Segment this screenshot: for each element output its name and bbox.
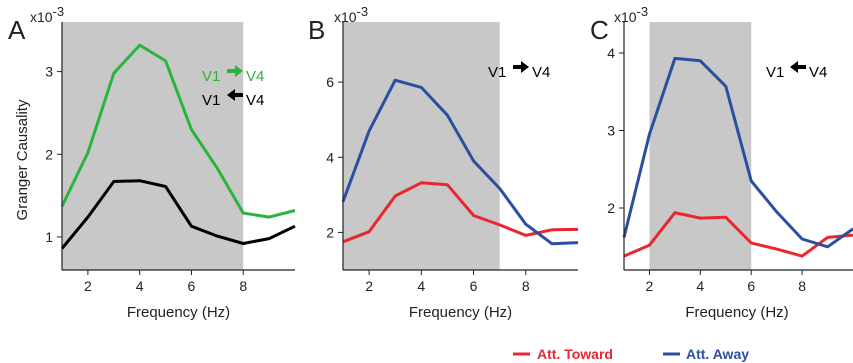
scale-base-c: x10 <box>614 9 637 25</box>
annotation-c: V1 V4 <box>766 61 827 81</box>
y-tick-label-b: 4 <box>326 149 334 165</box>
x-axis-label-b: Frequency (Hz) <box>409 304 512 321</box>
legend-label-away: Att. Away <box>686 346 749 362</box>
annotation-b-from: V1 <box>488 64 506 81</box>
panel-letter-c: C <box>590 15 609 45</box>
scale-exponent-b: -3 <box>357 4 369 19</box>
series-line-b-1 <box>341 78 579 246</box>
x-axis-label-a: Frequency (Hz) <box>127 304 230 321</box>
scale-label-a: x10-3 <box>30 4 64 25</box>
series-line-c-1 <box>622 56 853 249</box>
y-axis-label: Granger Causality <box>14 99 31 220</box>
x-tick-label-a: 2 <box>84 278 92 294</box>
arrow-left-icon <box>227 89 243 101</box>
x-tick-label-c: 2 <box>646 278 654 294</box>
svg-text:x10-3: x10-3 <box>334 4 368 25</box>
scale-exponent-a: -3 <box>53 4 65 19</box>
annotation-b: V1 V4 <box>488 61 550 81</box>
annotation-c-from: V1 <box>766 64 784 81</box>
y-tick-label-a: 3 <box>45 64 53 80</box>
y-tick-label-b: 6 <box>326 74 334 90</box>
annotation-b-to: V4 <box>532 64 550 81</box>
y-tick-label-c: 4 <box>607 45 615 61</box>
scale-base-a: x10 <box>30 9 53 25</box>
annotation-a2: V1 V4 <box>202 89 264 109</box>
svg-text:x10-3: x10-3 <box>30 4 64 25</box>
y-tick-label-b: 2 <box>326 224 334 240</box>
shaded-region-a <box>62 22 244 270</box>
annotation-a2-from: V1 <box>202 92 220 109</box>
arrow-right-icon <box>513 61 529 73</box>
svg-text:x10-3: x10-3 <box>614 4 648 25</box>
shaded-region-b <box>343 22 500 270</box>
scale-label-b: x10-3 <box>334 4 368 25</box>
x-tick-label-a: 6 <box>188 278 196 294</box>
chart-panel-a: 2 4 6 8 1 2 3 Frequency (Hz) <box>45 22 296 321</box>
x-axis-label-c: Frequency (Hz) <box>685 304 788 321</box>
y-tick-label-a: 1 <box>45 229 53 245</box>
x-tick-label-a: 4 <box>136 278 144 294</box>
annotation-a1-to: V4 <box>246 68 264 85</box>
x-tick-label-b: 6 <box>470 278 478 294</box>
x-tick-label-b: 8 <box>522 278 530 294</box>
arrow-right-icon <box>227 65 243 77</box>
annotation-a2-to: V4 <box>246 92 264 109</box>
series-line-a-0 <box>60 43 296 219</box>
chart-panel-c: 2 4 6 8 2 3 4 Frequency (Hz) <box>607 22 853 321</box>
panel-letter-b: B <box>308 15 325 45</box>
y-tick-label-c: 3 <box>607 123 615 139</box>
x-tick-label-b: 4 <box>417 278 425 294</box>
panel-letter-a: A <box>8 15 26 45</box>
annotation-a1: V1 V4 <box>202 65 264 85</box>
arrow-left-icon <box>790 61 806 73</box>
chart-panel-b: 2 4 6 8 2 4 6 Frequency (Hz) <box>326 22 579 321</box>
y-tick-label-c: 2 <box>607 200 615 216</box>
x-tick-label-c: 6 <box>747 278 755 294</box>
x-tick-label-a: 8 <box>239 278 247 294</box>
y-tick-label-a: 2 <box>45 146 53 162</box>
legend-label-toward: Att. Toward <box>537 346 613 362</box>
x-tick-label-c: 8 <box>798 278 806 294</box>
scale-base-b: x10 <box>334 9 357 25</box>
x-tick-label-c: 4 <box>696 278 704 294</box>
x-tick-label-b: 2 <box>365 278 373 294</box>
shaded-region-c <box>649 22 752 270</box>
series-line-a-1 <box>60 179 296 250</box>
scale-label-c: x10-3 <box>614 4 648 25</box>
series-line-c-0 <box>623 211 853 258</box>
legend: Att. Toward Att. Away <box>513 346 749 362</box>
scale-exponent-c: -3 <box>637 4 649 19</box>
annotation-c-to: V4 <box>809 64 827 81</box>
annotation-a1-from: V1 <box>202 68 220 85</box>
